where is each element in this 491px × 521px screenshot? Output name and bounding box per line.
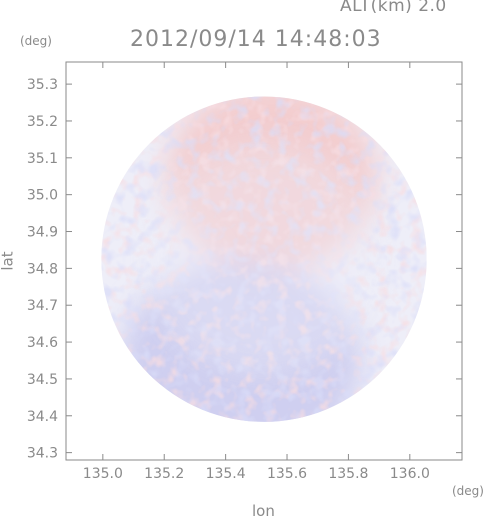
x-tick-label: 135.2 — [144, 466, 184, 482]
y-axis-unit: (deg) — [20, 34, 52, 48]
x-tick-label: 135.8 — [328, 466, 368, 482]
y-tick-label: 34.9 — [27, 225, 58, 241]
y-tick-label: 35.1 — [27, 151, 58, 167]
x-axis-label: lon — [252, 502, 275, 520]
x-tick-label: 136.0 — [390, 466, 430, 482]
y-tick-label: 35.3 — [27, 77, 58, 93]
plot-frame — [65, 61, 463, 461]
x-axis-unit: (deg) — [452, 484, 484, 498]
x-tick-label: 135.4 — [206, 466, 246, 482]
y-tick-label: 34.4 — [27, 409, 58, 425]
y-tick-label: 34.6 — [27, 335, 58, 351]
y-tick-label: 34.5 — [27, 372, 58, 388]
x-tick-label: 135.6 — [267, 466, 307, 482]
y-tick-label: 34.3 — [27, 446, 58, 462]
center-smoothing — [146, 142, 382, 377]
y-tick-label: 34.8 — [27, 261, 58, 277]
y-tick-label: 34.7 — [27, 298, 58, 314]
y-tick-label: 35.0 — [27, 188, 58, 204]
altitude-label: ALT(km) 2.0 — [340, 0, 447, 16]
y-tick-label: 35.2 — [27, 114, 58, 130]
chart-title: 2012/09/14 14:48:03 — [130, 27, 382, 52]
x-tick-label: 135.0 — [83, 466, 123, 482]
